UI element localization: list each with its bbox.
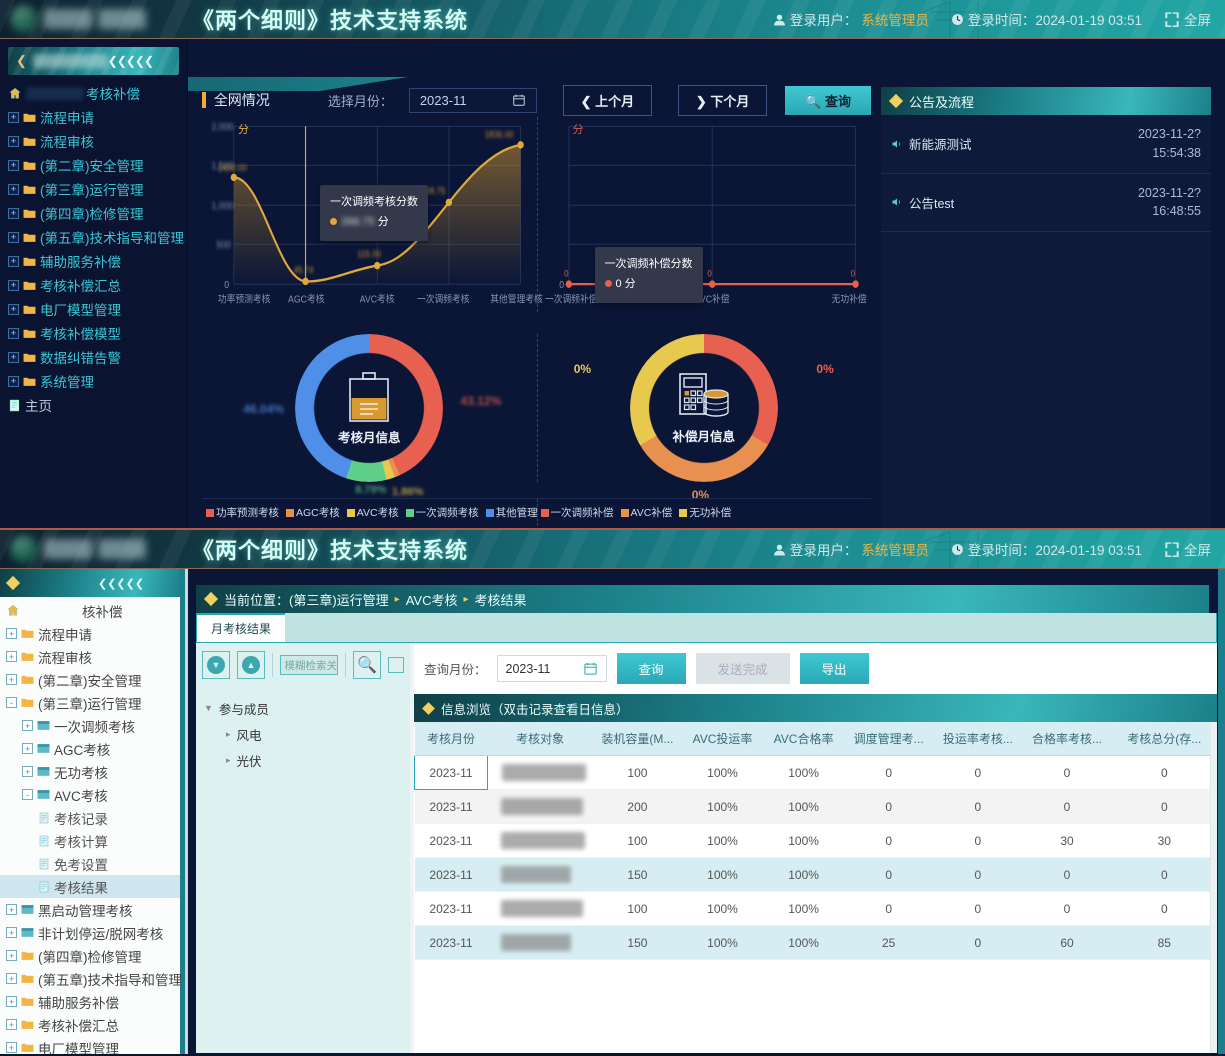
svg-text:AGC考核: AGC考核 — [288, 293, 325, 306]
svg-text:0: 0 — [559, 279, 564, 291]
svg-text:2,000: 2,000 — [212, 121, 234, 133]
svg-text:0: 0 — [564, 268, 569, 279]
svg-text:45.74: 45.74 — [294, 264, 314, 275]
svg-text:115.00: 115.00 — [357, 249, 381, 260]
svg-text:一次调频补偿: 一次调频补偿 — [544, 293, 597, 306]
svg-text:1,000: 1,000 — [212, 200, 234, 212]
svg-text:0: 0 — [707, 268, 712, 279]
svg-text:无功补偿: 无功补偿 — [831, 293, 866, 306]
svg-text:AVC考核: AVC考核 — [360, 293, 395, 306]
svg-text:1400.00: 1400.00 — [218, 162, 247, 173]
svg-text:功率预测考核: 功率预测考核 — [218, 293, 271, 306]
svg-text:其他管理考核: 其他管理考核 — [490, 293, 543, 306]
svg-text:一次调频考核: 一次调频考核 — [417, 293, 470, 306]
svg-text:0: 0 — [224, 279, 229, 291]
svg-text:1836.00: 1836.00 — [485, 129, 514, 140]
svg-text:0: 0 — [850, 268, 855, 279]
svg-text:500: 500 — [216, 239, 231, 251]
